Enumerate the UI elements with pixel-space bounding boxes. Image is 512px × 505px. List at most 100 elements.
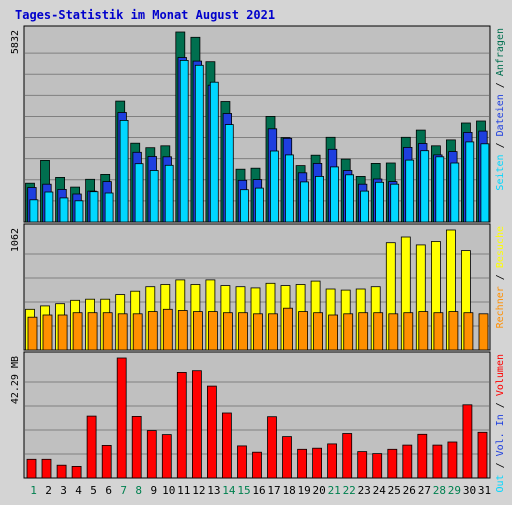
bar-seiten-29 [450,162,460,223]
x-tick-label-2: 2 [45,484,52,497]
bar-volumen-19 [297,448,308,479]
bar-rechner-18 [283,307,293,351]
bar-volumen-11 [176,371,187,479]
x-tick-label-30: 30 [463,484,476,497]
bar-seiten-18 [284,154,294,223]
bar-rechner-26 [403,312,414,351]
x-tick-label-17: 17 [267,484,280,497]
bar-rechner-10 [162,308,173,351]
x-tick-label-29: 29 [448,484,461,497]
bar-rechner-15 [238,312,248,351]
legend-item-vol-in: Vol. In [495,414,506,456]
x-tick-label-9: 9 [150,484,157,497]
bar-seiten-27 [420,150,430,223]
bar-rechner-22 [343,313,354,351]
bar-rechner-17 [268,313,278,351]
bar-volumen-15 [237,445,247,479]
legend-item-besuche: Besuche [495,226,506,268]
x-tick-label-1: 1 [30,484,37,497]
bar-volumen-7 [116,357,127,479]
bar-rechner-9 [147,311,158,351]
bar-volumen-12 [191,370,202,479]
bar-volumen-9 [146,430,157,479]
legend-separator: / [495,136,506,154]
bar-rechner-14 [222,312,233,351]
legend-volume: Vol. Out / Vol. In / Volumen [495,354,506,500]
x-tick-label-12: 12 [192,484,205,497]
bar-seiten-16 [254,187,264,223]
bar-rechner-4 [72,312,83,351]
legend-separator: / [495,396,506,414]
bar-seiten-23 [360,190,370,223]
x-tick-label-10: 10 [162,484,175,497]
bar-rechner-19 [298,311,309,351]
bar-seiten-8 [134,163,144,223]
chart-title: Tages-Statistik im Monat August 2021 [15,8,275,22]
bar-seiten-20 [315,175,324,223]
bar-volumen-22 [342,433,353,479]
legend-item-dateien: Dateien [495,94,506,136]
bar-volumen-4 [71,465,82,479]
bar-volumen-16 [252,451,262,479]
bar-seiten-15 [239,189,249,223]
bar-volumen-28 [432,444,443,479]
bar-volumen-21 [327,443,338,479]
bar-rechner-7 [117,313,128,351]
legend-visits: Rechner / Besuche [495,226,506,328]
bar-seiten-28 [435,156,445,223]
legend-requests: Seiten / Dateien / Anfragen [495,28,506,191]
legend-item-vol-out: Vol. Out [495,474,506,500]
x-tick-label-31: 31 [478,484,491,497]
ymax-label-requests: 5832 [10,30,21,54]
x-tick-label-6: 6 [105,484,112,497]
x-tick-label-25: 25 [388,484,401,497]
bar-volumen-5 [86,415,97,479]
x-tick-label-15: 15 [237,484,250,497]
x-tick-label-27: 27 [418,484,431,497]
bar-volumen-23 [357,451,368,479]
bar-rechner-25 [388,313,399,351]
x-tick-label-21: 21 [328,484,341,497]
legend-item-seiten: Seiten [495,154,506,190]
bar-volumen-30 [462,404,473,479]
bar-rechner-24 [373,312,384,351]
bar-volumen-8 [131,415,142,479]
bar-seiten-22 [345,174,355,223]
bar-rechner-30 [463,312,474,351]
legend-separator: / [495,456,506,474]
bar-seiten-30 [465,141,475,223]
bar-volumen-2 [41,458,52,479]
bar-seiten-9 [149,170,159,223]
bar-volumen-6 [101,444,112,479]
bar-seiten-17 [269,150,279,223]
bar-rechner-23 [358,312,369,351]
bar-rechner-1 [27,316,38,351]
bar-seiten-5 [89,191,99,223]
bar-seiten-26 [405,159,415,223]
bar-seiten-4 [74,200,84,223]
bar-seiten-14 [224,124,234,223]
bar-seiten-13 [209,81,219,223]
x-tick-label-26: 26 [403,484,416,497]
bar-rechner-31 [478,313,489,351]
bar-seiten-24 [375,181,385,223]
bar-volumen-18 [282,436,292,479]
bar-volumen-24 [372,453,383,479]
x-tick-label-20: 20 [312,484,325,497]
bar-rechner-5 [87,312,98,351]
x-tick-label-8: 8 [135,484,142,497]
x-tick-label-5: 5 [90,484,97,497]
x-tick-label-16: 16 [252,484,265,497]
x-tick-label-7: 7 [120,484,127,497]
bar-seiten-1 [29,199,39,223]
bar-volumen-25 [387,448,398,479]
legend-item-anfragen: Anfragen [495,28,506,76]
bar-rechner-21 [328,314,339,351]
bar-seiten-21 [330,166,339,223]
bar-volumen-17 [267,416,277,479]
x-tick-label-11: 11 [177,484,190,497]
bar-rechner-8 [132,313,143,351]
bar-seiten-10 [164,164,174,223]
bar-volumen-27 [417,433,428,479]
